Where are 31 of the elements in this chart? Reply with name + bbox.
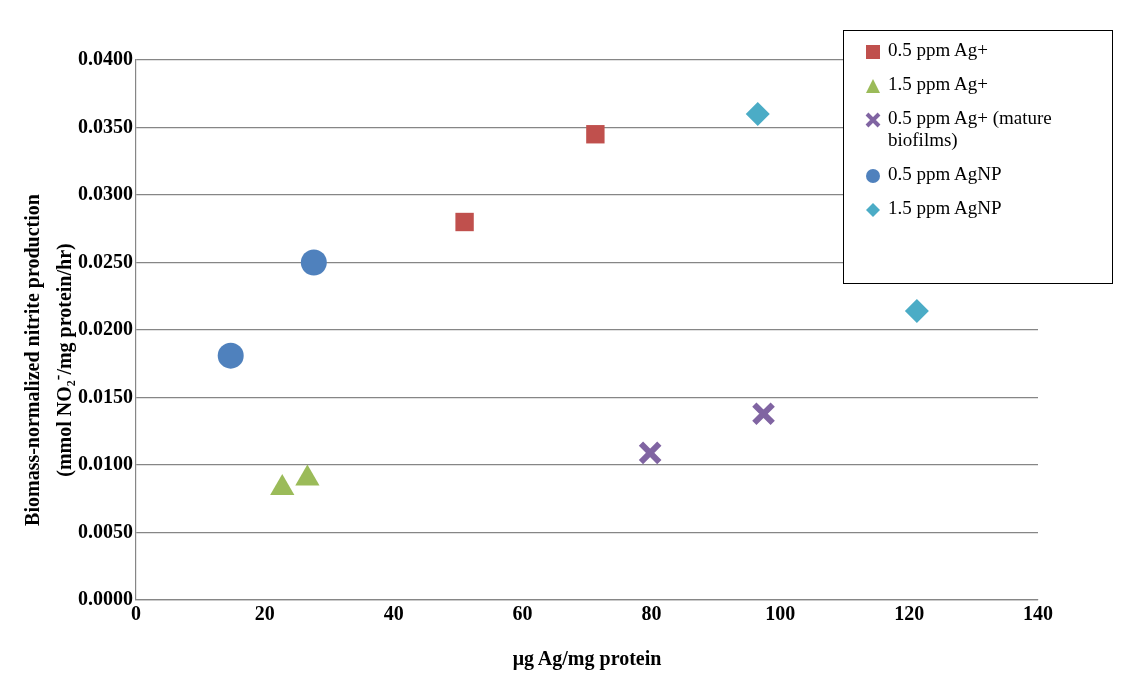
point <box>745 102 770 126</box>
point <box>455 212 474 232</box>
y-tick-label: 0.0350 <box>78 114 133 137</box>
y-tick-label: 0.0150 <box>78 384 133 407</box>
x-tick-label: 120 <box>894 602 925 625</box>
y-tick-label: 0.0250 <box>78 249 133 272</box>
point <box>217 342 244 369</box>
point <box>904 299 929 324</box>
legend-label: 0.5 ppm Ag+ (mature biofilms) <box>888 107 1053 151</box>
x-tick-label: 60 <box>512 602 533 625</box>
x-tick-label: 0 <box>131 602 141 625</box>
x-tick-label: 80 <box>641 602 662 625</box>
y-tick-label: 0.0400 <box>78 47 133 70</box>
y-tick-label: 0.0050 <box>78 519 133 542</box>
x-tick-label: 40 <box>383 602 404 625</box>
y-tick-label: 0.0100 <box>78 452 133 475</box>
point <box>586 125 605 144</box>
y-tick-label: 0.0300 <box>78 182 133 205</box>
point <box>300 249 327 276</box>
legend-label: 1.5 ppm Ag+ <box>888 73 988 95</box>
legend-label: 0.5 ppm Ag+ <box>888 39 988 61</box>
point <box>751 401 776 426</box>
x-tick-label: 140 <box>1023 602 1053 625</box>
x-tick-label: 20 <box>254 602 275 625</box>
y-tick-label: 0.0000 <box>78 587 133 610</box>
x-axis-title: μg Ag/mg protein <box>512 647 662 671</box>
legend-label: 0.5 ppm AgNP <box>888 163 1002 185</box>
y-tick-label: 0.0200 <box>78 317 133 340</box>
point <box>637 440 663 466</box>
legend-label: 1.5 ppm AgNP <box>888 197 1002 219</box>
x-tick-label: 100 <box>765 602 796 625</box>
